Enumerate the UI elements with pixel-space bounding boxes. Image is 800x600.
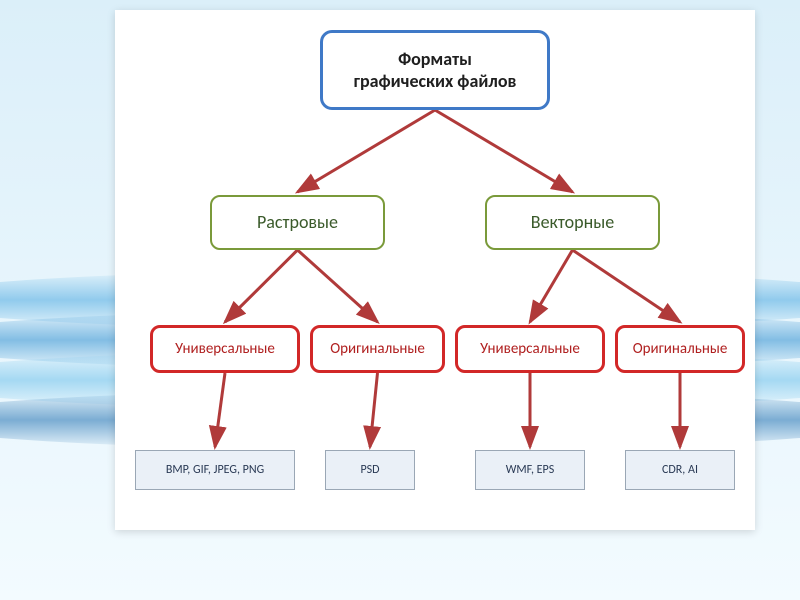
leaf-psd: PSD xyxy=(325,450,415,490)
leaf-cdr-ai: CDR, AI xyxy=(625,450,735,490)
node-root: Форматы графических файлов xyxy=(320,30,550,110)
node-raster-label: Растровые xyxy=(257,211,338,234)
leaf-bmp-gif-jpeg-png: BMP, GIF, JPEG, PNG xyxy=(135,450,295,490)
leaf-psd-label: PSD xyxy=(360,463,379,478)
node-raster-original: Оригинальные xyxy=(310,325,445,373)
node-r-orig-label: Оригинальные xyxy=(330,340,425,359)
node-v-uni-label: Универсальные xyxy=(480,340,580,359)
node-vector-label: Векторные xyxy=(531,211,614,234)
node-vector: Векторные xyxy=(485,195,660,250)
node-raster: Растровые xyxy=(210,195,385,250)
leaf-wmf-eps: WMF, EPS xyxy=(475,450,585,490)
node-v-orig-label: Оригинальные xyxy=(633,340,728,359)
node-raster-universal: Универсальные xyxy=(150,325,300,373)
node-root-label: Форматы графических файлов xyxy=(354,48,517,93)
node-vector-original: Оригинальные xyxy=(615,325,745,373)
leaf-bmp-label: BMP, GIF, JPEG, PNG xyxy=(166,463,264,478)
node-r-uni-label: Универсальные xyxy=(175,340,275,359)
leaf-wmf-label: WMF, EPS xyxy=(506,463,555,478)
leaf-cdr-label: CDR, AI xyxy=(662,463,698,478)
diagram-panel: Форматы графических файлов Растровые Век… xyxy=(115,10,755,530)
node-vector-universal: Универсальные xyxy=(455,325,605,373)
